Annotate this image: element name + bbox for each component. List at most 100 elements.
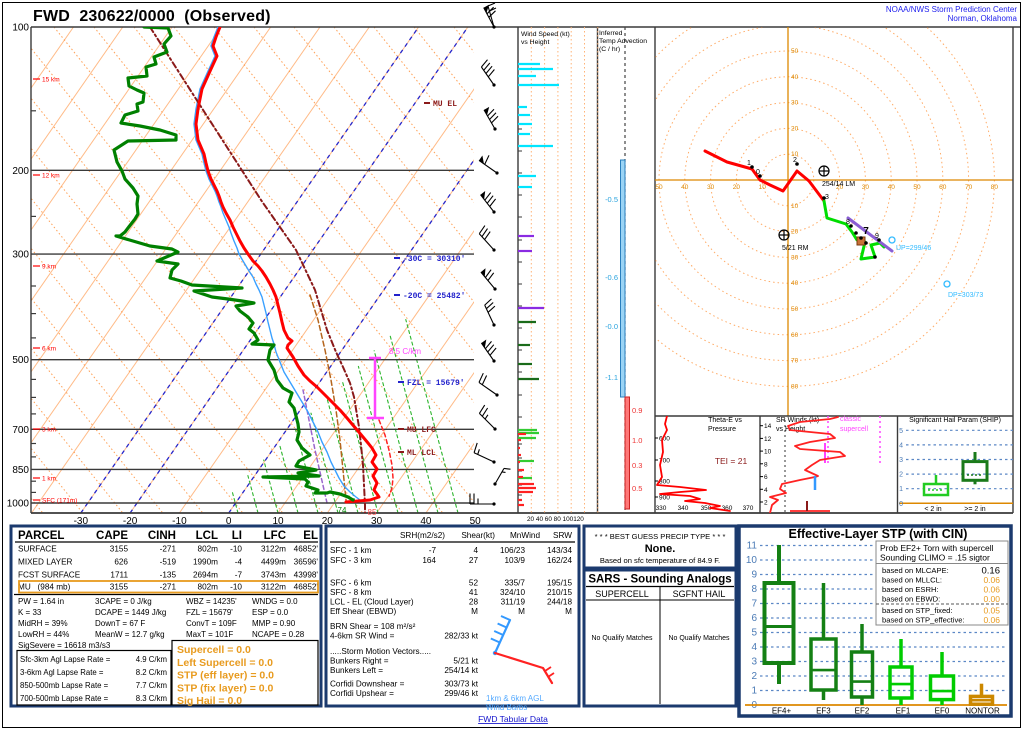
svg-text:(C / hr): (C / hr) (599, 46, 620, 53)
svg-text:Supercell = 0.0: Supercell = 0.0 (177, 644, 251, 656)
svg-text:Eff Shear (EBWD): Eff Shear (EBWD) (330, 607, 397, 616)
svg-text:Left Supercell = 0.0: Left Supercell = 0.0 (177, 657, 273, 669)
svg-text:27: 27 (469, 556, 479, 565)
svg-text:SURFACE: SURFACE (18, 545, 57, 554)
svg-text:282/33 kt: 282/33 kt (444, 632, 478, 641)
svg-text:335/7: 335/7 (505, 579, 526, 588)
svg-text:5/21 kt: 5/21 kt (453, 657, 478, 666)
svg-text:Pressure: Pressure (708, 426, 736, 433)
svg-text:80: 80 (791, 383, 799, 390)
svg-text:324/10: 324/10 (500, 588, 525, 597)
svg-text:TEI = 21: TEI = 21 (715, 456, 748, 466)
svg-text:0.06: 0.06 (983, 615, 1000, 625)
svg-text:3-6km Agl Lapse Rate =: 3-6km Agl Lapse Rate = (20, 668, 104, 677)
svg-text:Bunkers Right =: Bunkers Right = (330, 657, 389, 666)
svg-text:SFC (171m): SFC (171m) (42, 498, 77, 505)
svg-text:70: 70 (791, 358, 799, 365)
svg-text:210/15: 210/15 (547, 588, 572, 597)
svg-text:802m: 802m (198, 583, 219, 592)
svg-text:M: M (565, 607, 572, 616)
svg-text:1: 1 (751, 686, 757, 697)
svg-text:-271: -271 (160, 545, 177, 554)
svg-text:3: 3 (751, 657, 757, 668)
svg-text:254/14 LM: 254/14 LM (822, 181, 855, 188)
svg-text:3122m: 3122m (261, 545, 286, 554)
svg-text:4: 4 (473, 546, 478, 555)
svg-text:LCL: LCL (196, 530, 218, 542)
svg-text:Shear(kt): Shear(kt) (461, 531, 495, 540)
svg-text:BRN Shear = 108 m²/s²: BRN Shear = 108 m²/s² (330, 622, 416, 631)
svg-text:ESP = 0.0: ESP = 0.0 (252, 608, 289, 617)
svg-text:Sfc-3km Agl Lapse Rate =: Sfc-3km Agl Lapse Rate = (20, 655, 111, 664)
svg-text:10: 10 (759, 184, 767, 191)
svg-text:2: 2 (764, 500, 768, 507)
svg-text:LFC: LFC (264, 530, 286, 542)
svg-text:SFC - 1 km: SFC - 1 km (330, 546, 372, 555)
svg-text:1: 1 (747, 160, 751, 167)
svg-text:30: 30 (791, 100, 799, 107)
svg-text:Inferred: Inferred (599, 30, 623, 37)
svg-text:STP (fix layer) = 0.0: STP (fix layer) = 0.0 (177, 682, 274, 694)
svg-text:WNDG = 0.0: WNDG = 0.0 (252, 597, 298, 606)
svg-text:3: 3 (825, 194, 829, 201)
svg-text:850-500mb Lapse Rate =: 850-500mb Lapse Rate = (20, 681, 109, 690)
svg-text:classic: classic (840, 416, 862, 423)
svg-text:0.06: 0.06 (983, 585, 1000, 595)
svg-text:K = 33: K = 33 (18, 608, 42, 617)
svg-text:6 km: 6 km (42, 346, 56, 353)
svg-text:50: 50 (791, 48, 799, 55)
svg-text:30: 30 (862, 184, 870, 191)
svg-text:-0.6: -0.6 (605, 273, 618, 282)
svg-text:103/9: 103/9 (505, 556, 526, 565)
svg-text:NONTOR: NONTOR (965, 707, 1000, 716)
svg-text:PARCEL: PARCEL (18, 530, 64, 542)
svg-text:MIXED LAYER: MIXED LAYER (18, 558, 73, 567)
svg-text:40: 40 (791, 74, 799, 81)
svg-text:4: 4 (899, 442, 903, 449)
svg-text:5: 5 (751, 628, 757, 639)
svg-text:M: M (471, 607, 478, 616)
svg-text:12: 12 (764, 436, 772, 443)
svg-text:1: 1 (899, 486, 903, 493)
svg-text:5/21 RM: 5/21 RM (782, 245, 809, 252)
svg-text:< 2 in: < 2 in (924, 506, 941, 513)
svg-text:-20C = 25482': -20C = 25482' (403, 292, 465, 301)
svg-text:5: 5 (899, 428, 903, 435)
svg-text:244/18: 244/18 (547, 598, 572, 607)
svg-text:Bunkers Left =: Bunkers Left = (330, 666, 383, 675)
svg-text:330: 330 (656, 505, 667, 512)
svg-text:40: 40 (420, 516, 432, 527)
svg-text:FWD Tabular Data: FWD Tabular Data (478, 714, 548, 724)
svg-text:-7: -7 (235, 571, 243, 580)
svg-text:DownT = 67 F: DownT = 67 F (95, 619, 145, 628)
svg-text:MaxT = 101F: MaxT = 101F (186, 630, 233, 639)
svg-text:7.7 C/km: 7.7 C/km (136, 681, 167, 690)
svg-text:10: 10 (272, 516, 284, 527)
svg-text:MU LFC: MU LFC (407, 426, 436, 435)
svg-text:-1.1: -1.1 (605, 373, 618, 382)
svg-text:80: 80 (991, 184, 999, 191)
svg-text:-10: -10 (230, 583, 242, 592)
svg-text:-271: -271 (160, 583, 177, 592)
svg-text:based on MLCAPE:: based on MLCAPE: (882, 566, 949, 575)
svg-text:14: 14 (764, 423, 772, 430)
svg-text:EF1: EF1 (896, 707, 911, 716)
svg-text:11: 11 (747, 541, 758, 552)
svg-text:3: 3 (899, 457, 903, 464)
svg-text:-30: -30 (74, 516, 89, 527)
svg-text:0.3: 0.3 (632, 461, 642, 470)
svg-text:0.5: 0.5 (632, 484, 642, 493)
svg-text:based on ESRH:: based on ESRH: (882, 585, 939, 594)
svg-text:Wind Barbs: Wind Barbs (486, 703, 527, 712)
svg-text:10: 10 (764, 449, 772, 456)
svg-text:.....Storm Motion Vectors.....: .....Storm Motion Vectors..... (330, 647, 431, 656)
svg-text:10: 10 (746, 555, 758, 566)
svg-text:9: 9 (875, 233, 879, 240)
svg-text:4499m: 4499m (261, 558, 286, 567)
svg-text:20: 20 (791, 229, 799, 236)
svg-text:2: 2 (899, 472, 903, 479)
svg-text:40: 40 (888, 184, 896, 191)
svg-text:10: 10 (791, 151, 799, 158)
svg-text:LI: LI (232, 530, 242, 542)
svg-text:STP (eff layer) = 0.0: STP (eff layer) = 0.0 (177, 670, 274, 682)
